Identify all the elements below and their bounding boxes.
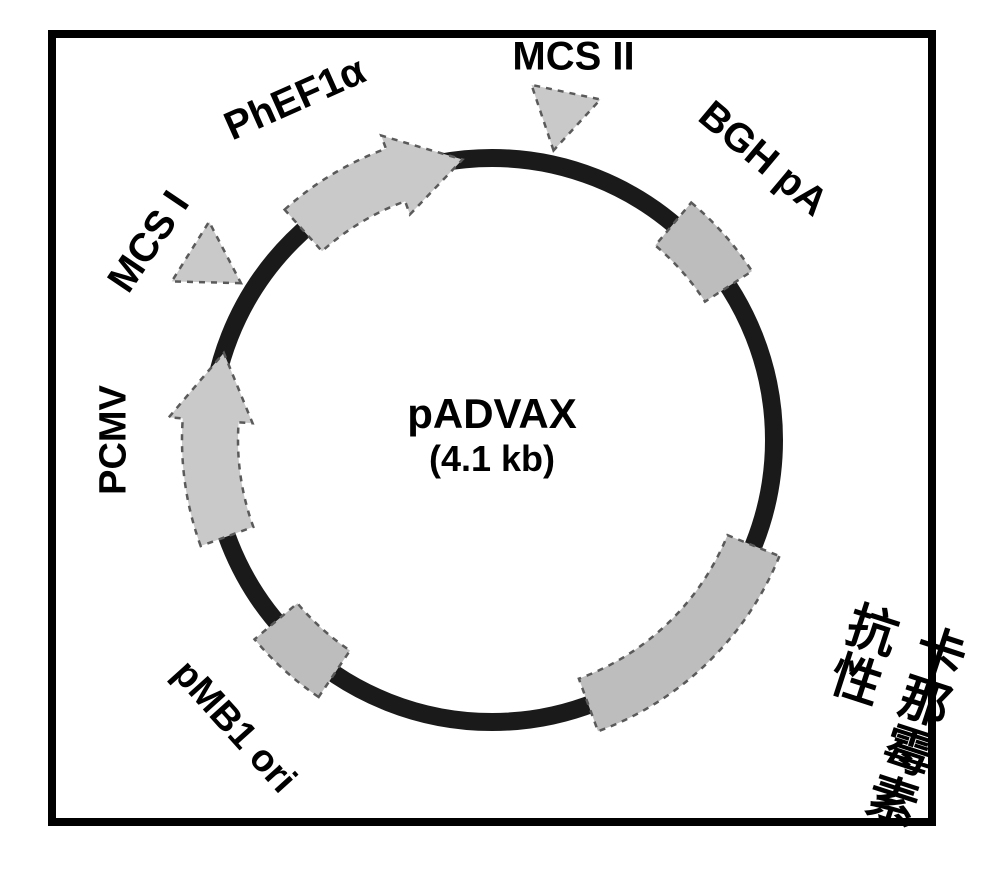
plasmid-name: pADVAX [352,390,632,438]
figure-stage: pADVAX (4.1 kb) MCS IIPhEF1αMCS IPCMVpMB… [0,0,984,856]
plasmid-center-label: pADVAX (4.1 kb) [352,390,632,480]
plasmid-size: (4.1 kb) [352,438,632,480]
feature-label-pcmv: PCMV [93,385,136,495]
feature-label-mcs2: MCS II [512,34,634,79]
